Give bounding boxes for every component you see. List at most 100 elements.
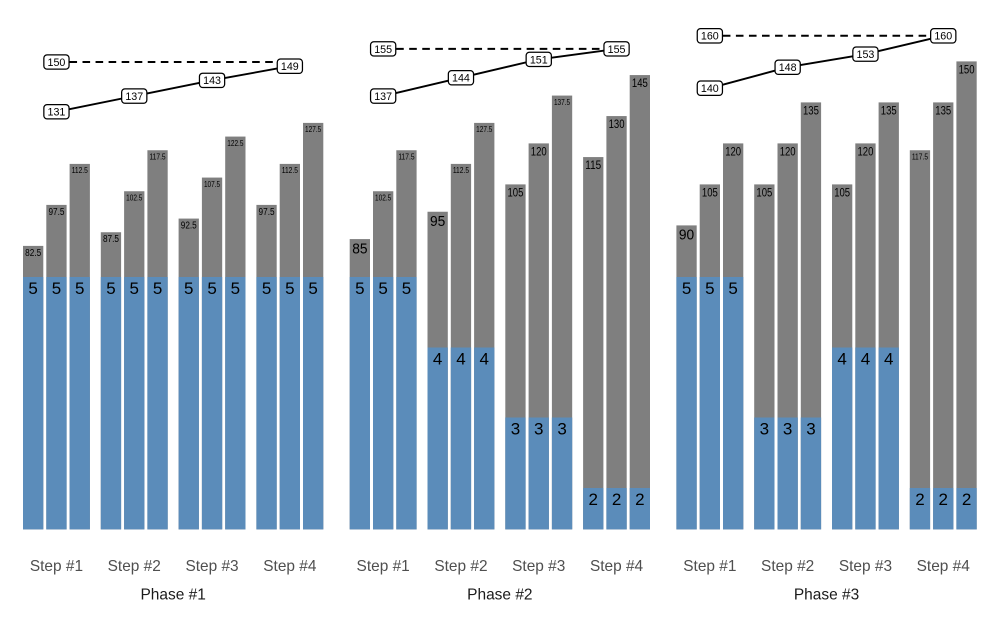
svg-text:117.5: 117.5 <box>398 151 414 161</box>
svg-text:97.5: 97.5 <box>48 207 64 218</box>
svg-text:Phase #3: Phase #3 <box>794 586 859 603</box>
svg-text:140: 140 <box>701 83 719 95</box>
svg-text:137: 137 <box>125 91 143 103</box>
svg-text:95: 95 <box>430 213 445 230</box>
svg-text:4: 4 <box>837 350 846 369</box>
svg-text:127.5: 127.5 <box>305 124 321 134</box>
svg-text:5: 5 <box>728 279 737 298</box>
svg-text:150: 150 <box>48 57 66 69</box>
svg-text:160: 160 <box>701 31 719 43</box>
svg-text:82.5: 82.5 <box>25 248 41 259</box>
svg-text:5: 5 <box>130 279 139 298</box>
svg-text:Step #1: Step #1 <box>30 558 83 575</box>
svg-text:137: 137 <box>374 91 392 103</box>
svg-text:153: 153 <box>857 49 875 61</box>
svg-text:2: 2 <box>612 490 621 509</box>
svg-text:4: 4 <box>433 350 442 369</box>
svg-text:135: 135 <box>803 105 819 117</box>
svg-text:4: 4 <box>861 350 870 369</box>
svg-text:105: 105 <box>834 187 850 199</box>
svg-text:112.5: 112.5 <box>453 165 469 175</box>
svg-text:Step #4: Step #4 <box>263 558 316 575</box>
svg-text:112.5: 112.5 <box>282 165 298 175</box>
svg-text:112.5: 112.5 <box>72 165 88 175</box>
svg-text:5: 5 <box>285 279 294 298</box>
svg-text:117.5: 117.5 <box>149 151 165 161</box>
svg-text:3: 3 <box>511 420 520 439</box>
svg-text:120: 120 <box>858 146 874 158</box>
svg-text:87.5: 87.5 <box>103 234 119 245</box>
svg-text:Step #4: Step #4 <box>917 558 970 575</box>
svg-text:144: 144 <box>452 73 470 85</box>
svg-text:Step #1: Step #1 <box>357 558 410 575</box>
svg-text:2: 2 <box>635 490 644 509</box>
svg-text:117.5: 117.5 <box>912 151 928 161</box>
svg-text:Step #2: Step #2 <box>108 558 161 575</box>
svg-text:3: 3 <box>557 420 566 439</box>
svg-text:150: 150 <box>959 64 975 76</box>
svg-text:92.5: 92.5 <box>181 221 197 232</box>
svg-text:5: 5 <box>153 279 162 298</box>
svg-text:Phase #2: Phase #2 <box>467 586 532 603</box>
svg-text:127.5: 127.5 <box>476 124 492 134</box>
svg-text:5: 5 <box>52 279 61 298</box>
svg-text:5: 5 <box>355 279 364 298</box>
svg-text:4: 4 <box>480 350 489 369</box>
svg-text:5: 5 <box>207 279 216 298</box>
svg-text:122.5: 122.5 <box>227 138 243 148</box>
svg-text:2: 2 <box>962 490 971 509</box>
svg-text:90: 90 <box>679 227 694 244</box>
svg-text:143: 143 <box>203 75 221 87</box>
svg-text:107.5: 107.5 <box>204 179 220 189</box>
svg-text:Step #2: Step #2 <box>761 558 814 575</box>
svg-text:135: 135 <box>935 105 951 117</box>
svg-text:Step #3: Step #3 <box>185 558 238 575</box>
svg-text:5: 5 <box>184 279 193 298</box>
svg-text:137.5: 137.5 <box>554 97 570 107</box>
svg-text:5: 5 <box>28 279 37 298</box>
svg-text:4: 4 <box>884 350 893 369</box>
svg-text:5: 5 <box>106 279 115 298</box>
svg-text:97.5: 97.5 <box>259 207 275 218</box>
svg-text:3: 3 <box>534 420 543 439</box>
svg-text:149: 149 <box>281 61 299 73</box>
svg-text:5: 5 <box>705 279 714 298</box>
svg-text:3: 3 <box>760 420 769 439</box>
svg-text:155: 155 <box>608 44 626 56</box>
svg-text:2: 2 <box>589 490 598 509</box>
svg-text:Step #3: Step #3 <box>512 558 565 575</box>
svg-text:135: 135 <box>881 105 897 117</box>
svg-text:105: 105 <box>756 187 772 199</box>
svg-text:3: 3 <box>783 420 792 439</box>
svg-text:5: 5 <box>75 279 84 298</box>
svg-text:120: 120 <box>725 146 741 158</box>
svg-text:Phase #1: Phase #1 <box>140 586 205 603</box>
svg-text:105: 105 <box>702 187 718 199</box>
svg-text:155: 155 <box>374 44 392 56</box>
svg-text:5: 5 <box>402 279 411 298</box>
svg-text:115: 115 <box>585 160 601 172</box>
svg-text:160: 160 <box>934 31 952 43</box>
svg-text:102.5: 102.5 <box>126 192 142 202</box>
svg-text:130: 130 <box>609 119 625 131</box>
svg-text:Step #4: Step #4 <box>590 558 643 575</box>
svg-text:Step #3: Step #3 <box>839 558 892 575</box>
svg-text:5: 5 <box>308 279 317 298</box>
svg-text:Step #2: Step #2 <box>434 558 487 575</box>
svg-text:102.5: 102.5 <box>375 192 391 202</box>
svg-text:4: 4 <box>456 350 465 369</box>
svg-text:85: 85 <box>352 240 367 257</box>
svg-text:5: 5 <box>262 279 271 298</box>
svg-text:5: 5 <box>231 279 240 298</box>
svg-text:120: 120 <box>780 146 796 158</box>
svg-text:151: 151 <box>530 54 548 66</box>
svg-text:105: 105 <box>508 187 524 199</box>
svg-text:3: 3 <box>806 420 815 439</box>
svg-text:145: 145 <box>632 78 648 90</box>
svg-text:120: 120 <box>531 146 547 158</box>
svg-text:2: 2 <box>939 490 948 509</box>
svg-text:148: 148 <box>779 62 797 74</box>
svg-text:Step #1: Step #1 <box>683 558 736 575</box>
svg-text:5: 5 <box>378 279 387 298</box>
svg-text:131: 131 <box>48 107 66 119</box>
